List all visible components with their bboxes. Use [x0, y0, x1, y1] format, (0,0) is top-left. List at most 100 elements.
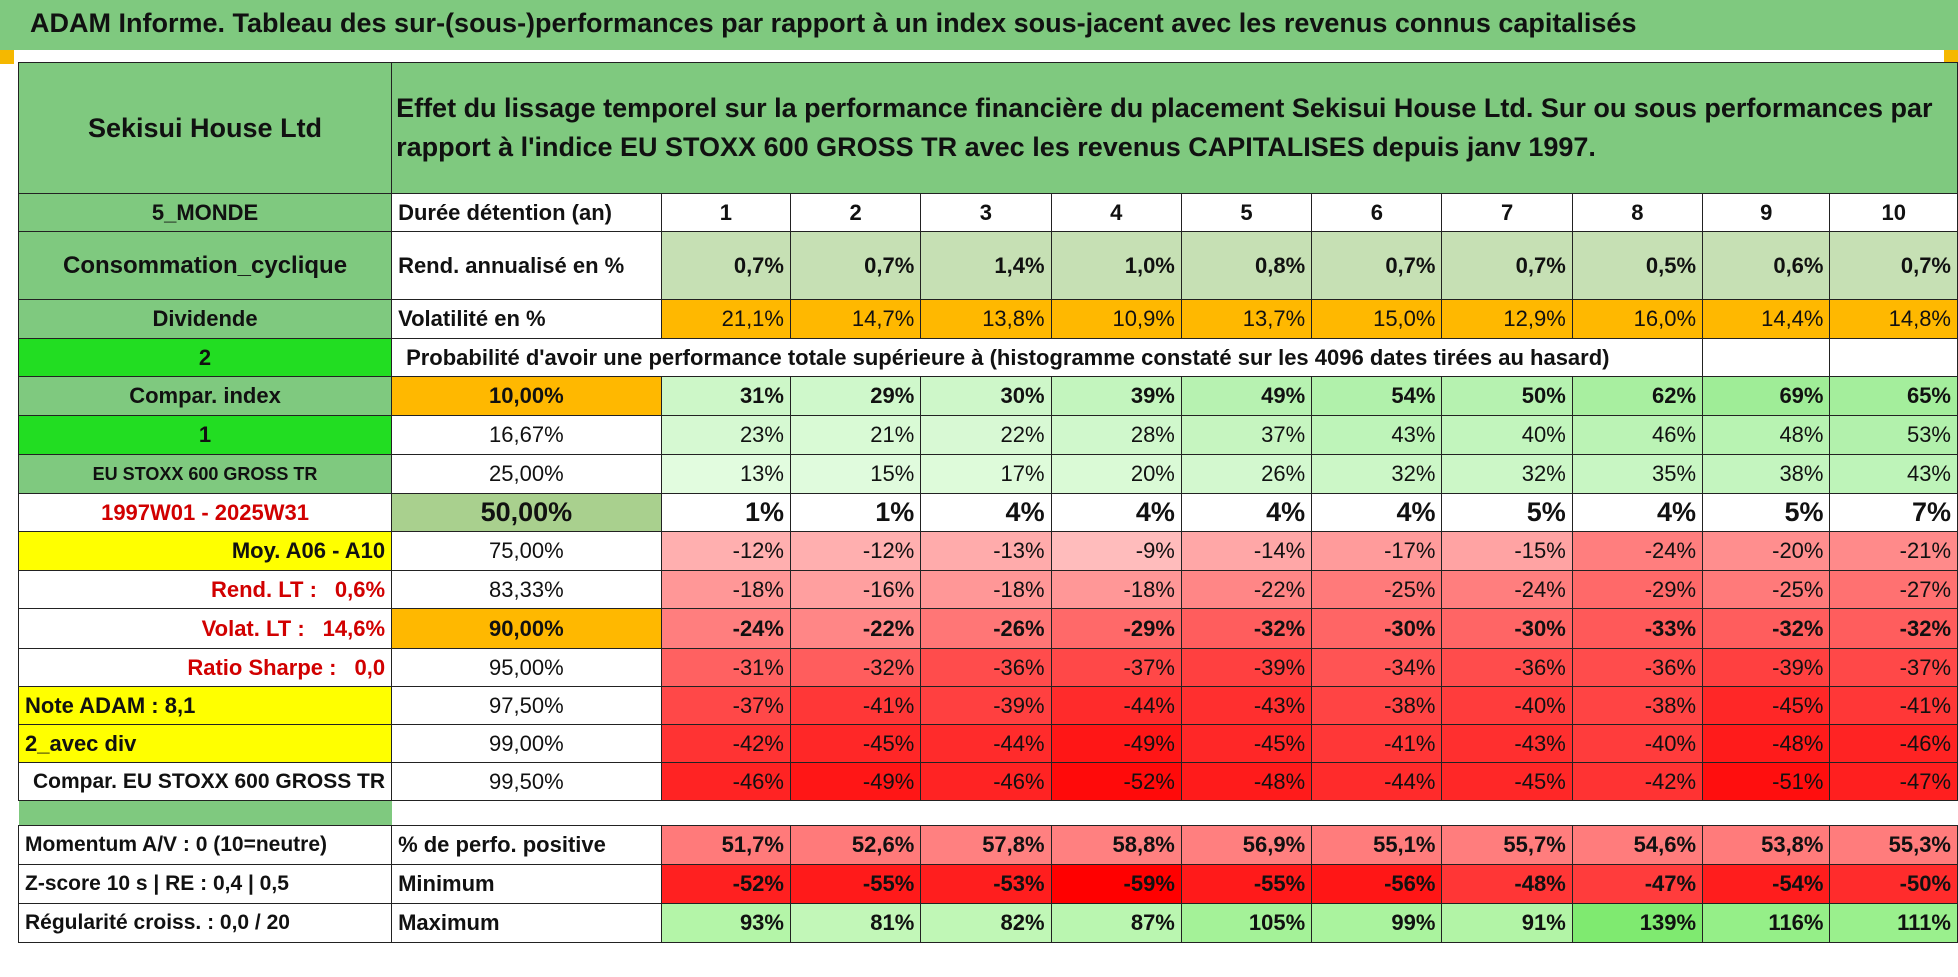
- max-cell: 93%: [660, 903, 791, 943]
- vol-row: Dividende Volatilité en % 21,1% 14,7% 13…: [17, 299, 1958, 339]
- percentile-cell: 40%: [1441, 415, 1573, 455]
- threshold-cell: 16,67%: [391, 415, 662, 455]
- percentile-cell: 62%: [1571, 376, 1704, 416]
- percentile-cell: 69%: [1702, 376, 1831, 416]
- max-row: Régularité croiss. : 0,0 / 20 Maximum 93…: [17, 903, 1958, 943]
- min-cell: -48%: [1441, 864, 1573, 904]
- empty-cell: [1829, 338, 1958, 377]
- rend-lt-label-value: 0,6%: [334, 576, 386, 602]
- percentile-row: 2_avec div 99,00% -42% -45% -44% -49% -45% -41%…: [17, 724, 1958, 763]
- percentile-cell: 28%: [1050, 415, 1182, 455]
- separator-row: [18, 800, 1958, 826]
- year-cell: 2: [789, 193, 922, 232]
- period-label: 1997W01 - 2025W31: [17, 493, 393, 532]
- flag-cell-2: 1: [17, 415, 393, 455]
- percentile-cell: 1%: [660, 493, 791, 532]
- year-cell: 10: [1829, 193, 1958, 232]
- percentile-cell: 15%: [789, 454, 922, 494]
- percentile-cell: -32%: [1829, 608, 1958, 649]
- rend-lt-label: Rend. LT : 0,6%: [17, 570, 393, 609]
- percentile-cell: -41%: [1829, 686, 1958, 725]
- percentile-cell: -44%: [920, 724, 1052, 763]
- min-cell: -55%: [1180, 864, 1313, 904]
- volat-lt-label: Volat. LT : 14,6%: [17, 608, 393, 649]
- percentile-cell: 7%: [1829, 493, 1958, 532]
- percentile-cell: -38%: [1571, 686, 1704, 725]
- percentile-cell: -29%: [1571, 570, 1704, 609]
- percentile-cell: -9%: [1050, 531, 1182, 571]
- rend-cell: 0,7%: [789, 231, 922, 300]
- percentile-cell: -43%: [1441, 724, 1573, 763]
- percentile-cell: 13%: [660, 454, 791, 494]
- percentile-cell: 17%: [920, 454, 1052, 494]
- percentile-cell: -44%: [1050, 686, 1182, 725]
- year-cell: 6: [1311, 193, 1443, 232]
- min-cell: -56%: [1311, 864, 1443, 904]
- min-cell: -54%: [1702, 864, 1831, 904]
- percentile-cell: -51%: [1702, 762, 1831, 801]
- percentile-cell: -41%: [789, 686, 922, 725]
- percentile-cell: -33%: [1571, 608, 1704, 649]
- percentile-cell: -42%: [660, 724, 791, 763]
- percentile-cell: 65%: [1829, 376, 1958, 416]
- percentile-cell: -12%: [660, 531, 791, 571]
- vol-cell: 21,1%: [660, 299, 791, 339]
- percentile-cell: 4%: [1311, 493, 1443, 532]
- percentile-cell: -36%: [920, 648, 1052, 687]
- year-cell: 1: [660, 193, 791, 232]
- max-label: Maximum: [391, 903, 662, 943]
- percentile-cell: -18%: [920, 570, 1052, 609]
- percentile-cell: -45%: [789, 724, 922, 763]
- percentile-cell: 43%: [1311, 415, 1443, 455]
- percentile-cell: -37%: [1829, 648, 1958, 687]
- percentile-cell: -13%: [920, 531, 1052, 571]
- percentile-cell: -49%: [789, 762, 922, 801]
- index-name-label: EU STOXX 600 GROSS TR: [17, 454, 393, 494]
- percentile-cell: -12%: [789, 531, 922, 571]
- rend-row: Consommation_cyclique Rend. annualisé en…: [17, 231, 1958, 300]
- pos-cell: 51,7%: [660, 825, 791, 865]
- rend-cell: 0,8%: [1180, 231, 1313, 300]
- percentile-cell: -49%: [1050, 724, 1182, 763]
- min-cell: -47%: [1571, 864, 1704, 904]
- percentile-row: Volat. LT :14,6% 90,00% -24% -22% -26% -29% -3…: [17, 608, 1958, 649]
- percentile-cell: -39%: [1180, 648, 1313, 687]
- percentile-cell: -14%: [1180, 531, 1313, 571]
- performance-table: Sekisui House Ltd Effet du lissage tempo…: [17, 62, 1958, 943]
- percentile-cell: 4%: [1050, 493, 1182, 532]
- min-cell: -50%: [1829, 864, 1958, 904]
- percentile-cell: 21%: [789, 415, 922, 455]
- regularite-label: Régularité croiss. : 0,0 / 20: [17, 903, 393, 943]
- rend-cell: 1,4%: [920, 231, 1052, 300]
- max-cell: 116%: [1702, 903, 1831, 943]
- percentile-cell: -48%: [1702, 724, 1831, 763]
- sharpe-label-value: 0,0: [354, 654, 386, 680]
- percentile-cell: -32%: [1180, 608, 1313, 649]
- percentile-cell: -44%: [1311, 762, 1443, 801]
- year-cell: 8: [1571, 193, 1704, 232]
- threshold-cell: 75,00%: [391, 531, 662, 571]
- percentile-cell: -16%: [789, 570, 922, 609]
- percentile-cell: -46%: [920, 762, 1052, 801]
- percentile-cell: -52%: [1050, 762, 1182, 801]
- percentile-cell: -22%: [1180, 570, 1313, 609]
- min-row: Z-score 10 s | RE : 0,4 | 0,5 Minimum -5…: [17, 864, 1958, 904]
- threshold-cell: 95,00%: [391, 648, 662, 687]
- percentile-cell: -15%: [1441, 531, 1573, 571]
- percentile-cell: 23%: [660, 415, 791, 455]
- percentile-cell: -34%: [1311, 648, 1443, 687]
- vol-cell: 15,0%: [1311, 299, 1443, 339]
- percentile-row: Compar. EU STOXX 600 GROSS TR 99,50% -46% -…: [17, 762, 1958, 801]
- years-row: 5_MONDE Durée détention (an) 1 2 3 4 5 6…: [17, 193, 1958, 232]
- percentile-cell: 48%: [1702, 415, 1831, 455]
- percentile-cell: -25%: [1311, 570, 1443, 609]
- empty-cell: [1702, 338, 1831, 377]
- percentile-row: 1997W01 - 2025W31 50,00% 1% 1% 4% 4% 4% 4% 5% 4% 5…: [17, 493, 1958, 532]
- min-cell: -55%: [789, 864, 922, 904]
- percentile-cell: -25%: [1702, 570, 1831, 609]
- percentile-row: Compar. index 10,00% 31% 29% 30% 39% 49% 54% 50%…: [17, 376, 1958, 416]
- threshold-cell: 99,00%: [391, 724, 662, 763]
- percentile-cell: 49%: [1180, 376, 1313, 416]
- percentile-row: 1 16,67% 23% 21% 22% 28% 37% 43% 40% 46% 48% 53%: [17, 415, 1958, 455]
- min-cell: -52%: [660, 864, 791, 904]
